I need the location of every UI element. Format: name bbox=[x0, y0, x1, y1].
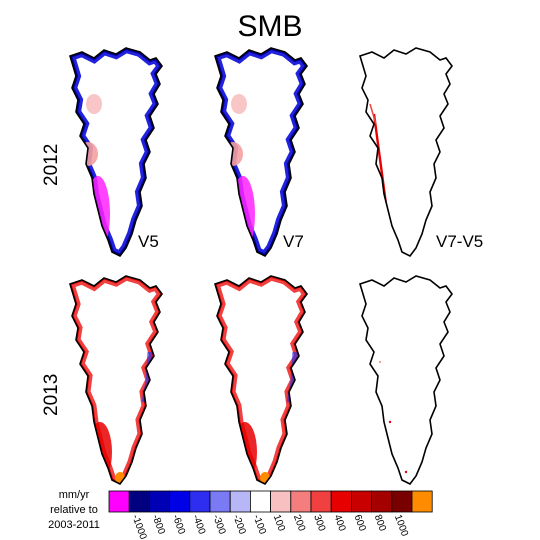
panel-2012-v7-v5 bbox=[359, 47, 453, 257]
colorbar-swatch bbox=[169, 490, 191, 513]
colorbar-swatch bbox=[310, 490, 332, 513]
colorbar-tick-label: 200 bbox=[291, 513, 307, 533]
colorbar-caption-line-2: relative to bbox=[50, 504, 98, 516]
colorbar-tick-label: 300 bbox=[311, 513, 327, 533]
colorbar-tick-labels: -1000 -800 -600 -400 -300 -200 -100 100 200 300 40… bbox=[129, 513, 410, 540]
colorbar-tick-label: 600 bbox=[352, 513, 368, 533]
figure-title: SMB bbox=[237, 10, 303, 43]
panel-2013-v5 bbox=[69, 275, 163, 485]
colorbar-swatch bbox=[249, 490, 271, 513]
colorbar-swatch bbox=[330, 490, 352, 513]
panel-2012-v7 bbox=[214, 47, 308, 257]
panel-2012-v5 bbox=[69, 47, 163, 257]
colorbar-tick-label: -1000 bbox=[129, 513, 148, 540]
panel-2013-v7-v5 bbox=[359, 275, 453, 485]
colorbar-swatch bbox=[391, 490, 413, 513]
colorbar-tick-label: 400 bbox=[331, 513, 347, 533]
colorbar-caption-line-3: 2003-2011 bbox=[48, 519, 100, 531]
colorbar-tick-label: -400 bbox=[190, 513, 207, 536]
colorbar-tick-label: -200 bbox=[230, 513, 247, 536]
colorbar-caption-line-1: mm/yr bbox=[58, 489, 90, 501]
colorbar-swatch bbox=[290, 490, 312, 513]
colorbar-swatch bbox=[350, 490, 372, 513]
colorbar-tick-label: 1000 bbox=[392, 513, 410, 538]
colorbar-swatch bbox=[128, 490, 150, 513]
colorbar-caption: mm/yr relative to 2003-2011 bbox=[30, 488, 118, 533]
panel-label-v7-v5: V7-V5 bbox=[436, 232, 484, 251]
colorbar-swatch bbox=[411, 490, 433, 513]
colorbar-swatch bbox=[209, 490, 231, 513]
colorbar-tick-label: -800 bbox=[150, 513, 167, 536]
colorbar-swatches bbox=[108, 490, 433, 513]
panel-2013-v7 bbox=[214, 275, 308, 485]
colorbar-swatch bbox=[148, 490, 170, 513]
panel-label-v5: V5 bbox=[138, 232, 159, 251]
colorbar-tick-label: 100 bbox=[271, 513, 287, 533]
colorbar-tick-label: -300 bbox=[210, 513, 227, 536]
colorbar-swatch bbox=[189, 490, 211, 513]
colorbar-tick-label: 800 bbox=[372, 513, 388, 533]
colorbar-tick-label: -100 bbox=[251, 513, 268, 536]
panel-label-v7: V7 bbox=[283, 232, 304, 251]
colorbar-swatch bbox=[371, 490, 393, 513]
colorbar-swatch bbox=[229, 490, 251, 513]
colorbar-swatch bbox=[270, 490, 292, 513]
colorbar-tick-label: -600 bbox=[170, 513, 187, 536]
